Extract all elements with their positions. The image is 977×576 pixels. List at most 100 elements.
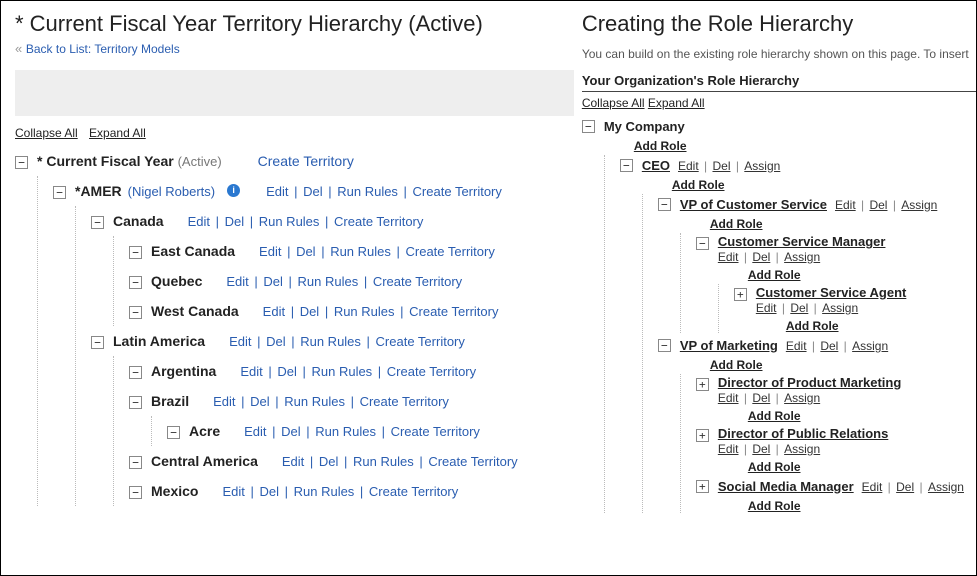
add-role-link[interactable]: Add Role <box>710 217 763 231</box>
create-territory-link[interactable]: Create Territory <box>391 424 480 439</box>
edit-link[interactable]: Edit <box>226 274 248 289</box>
edit-link[interactable]: Edit <box>835 198 856 212</box>
role-label[interactable]: VP of Customer Service <box>680 197 827 212</box>
add-role-link[interactable]: Add Role <box>748 499 801 513</box>
create-territory-link[interactable]: Create Territory <box>409 304 498 319</box>
role-label[interactable]: CEO <box>642 158 670 173</box>
create-territory-link[interactable]: Create Territory <box>376 334 465 349</box>
add-role-link[interactable]: Add Role <box>748 460 801 474</box>
add-role-link[interactable]: Add Role <box>748 268 801 282</box>
collapse-icon[interactable] <box>15 156 28 169</box>
collapse-icon[interactable] <box>91 336 104 349</box>
collapse-icon[interactable] <box>620 159 633 172</box>
role-label[interactable]: Director of Product Marketing <box>718 375 901 390</box>
edit-link[interactable]: Edit <box>222 484 244 499</box>
collapse-icon[interactable] <box>658 198 671 211</box>
del-link[interactable]: Del <box>263 274 283 289</box>
del-link[interactable]: Del <box>752 442 770 456</box>
create-territory-link[interactable]: Create Territory <box>373 274 462 289</box>
run-rules-link[interactable]: Run Rules <box>284 394 345 409</box>
add-role-link[interactable]: Add Role <box>710 358 763 372</box>
del-link[interactable]: Del <box>300 304 320 319</box>
edit-link[interactable]: Edit <box>718 250 739 264</box>
collapse-icon[interactable] <box>129 396 142 409</box>
expand-all-link[interactable]: Expand All <box>89 126 146 140</box>
role-label[interactable]: Customer Service Manager <box>718 234 886 249</box>
add-role-link[interactable]: Add Role <box>786 319 839 333</box>
edit-link[interactable]: Edit <box>718 391 739 405</box>
create-territory-link[interactable]: Create Territory <box>387 364 476 379</box>
collapse-icon[interactable] <box>658 339 671 352</box>
expand-icon[interactable] <box>734 288 747 301</box>
create-territory-link[interactable]: Create Territory <box>413 184 502 199</box>
del-link[interactable]: Del <box>250 394 270 409</box>
edit-link[interactable]: Edit <box>786 339 807 353</box>
edit-link[interactable]: Edit <box>188 214 210 229</box>
assign-link[interactable]: Assign <box>901 198 937 212</box>
del-link[interactable]: Del <box>259 484 279 499</box>
leaf-icon[interactable] <box>129 456 142 469</box>
role-label[interactable]: Director of Public Relations <box>718 426 888 441</box>
assign-link[interactable]: Assign <box>928 480 964 494</box>
edit-link[interactable]: Edit <box>213 394 235 409</box>
add-role-link[interactable]: Add Role <box>672 178 725 192</box>
assign-link[interactable]: Assign <box>784 442 820 456</box>
del-link[interactable]: Del <box>820 339 838 353</box>
del-link[interactable]: Del <box>712 159 730 173</box>
edit-link[interactable]: Edit <box>282 454 304 469</box>
edit-link[interactable]: Edit <box>756 301 777 315</box>
add-role-link[interactable]: Add Role <box>634 139 687 153</box>
leaf-icon[interactable] <box>129 366 142 379</box>
collapse-icon[interactable] <box>696 237 709 250</box>
collapse-icon[interactable] <box>91 216 104 229</box>
assign-link[interactable]: Assign <box>784 250 820 264</box>
run-rules-link[interactable]: Run Rules <box>330 244 391 259</box>
collapse-icon[interactable] <box>582 120 595 133</box>
run-rules-link[interactable]: Run Rules <box>315 424 376 439</box>
create-territory-link[interactable]: Create Territory <box>406 244 495 259</box>
assign-link[interactable]: Assign <box>852 339 888 353</box>
assign-link[interactable]: Assign <box>784 391 820 405</box>
del-link[interactable]: Del <box>869 198 887 212</box>
role-label[interactable]: Customer Service Agent <box>756 285 907 300</box>
del-link[interactable]: Del <box>266 334 286 349</box>
assign-link[interactable]: Assign <box>744 159 780 173</box>
expand-icon[interactable] <box>696 429 709 442</box>
del-link[interactable]: Del <box>296 244 316 259</box>
role-label[interactable]: Social Media Manager <box>718 479 854 494</box>
run-rules-link[interactable]: Run Rules <box>300 334 361 349</box>
leaf-icon[interactable] <box>129 246 142 259</box>
expand-icon[interactable] <box>696 378 709 391</box>
create-territory-link[interactable]: Create Territory <box>334 214 423 229</box>
edit-link[interactable]: Edit <box>259 244 281 259</box>
expand-all-link[interactable]: Expand All <box>648 96 705 110</box>
del-link[interactable]: Del <box>790 301 808 315</box>
expand-icon[interactable] <box>696 480 709 493</box>
leaf-icon[interactable] <box>129 276 142 289</box>
edit-link[interactable]: Edit <box>244 424 266 439</box>
back-link[interactable]: Back to List: Territory Models <box>26 42 180 56</box>
del-link[interactable]: Del <box>752 250 770 264</box>
edit-link[interactable]: Edit <box>240 364 262 379</box>
edit-link[interactable]: Edit <box>266 184 288 199</box>
edit-link[interactable]: Edit <box>678 159 699 173</box>
create-territory-link[interactable]: Create Territory <box>428 454 517 469</box>
edit-link[interactable]: Edit <box>862 480 883 494</box>
run-rules-link[interactable]: Run Rules <box>294 484 355 499</box>
del-link[interactable]: Del <box>281 424 301 439</box>
leaf-icon[interactable] <box>129 486 142 499</box>
del-link[interactable]: Del <box>303 184 323 199</box>
collapse-icon[interactable] <box>53 186 66 199</box>
run-rules-link[interactable]: Run Rules <box>259 214 320 229</box>
create-territory-link[interactable]: Create Territory <box>369 484 458 499</box>
run-rules-link[interactable]: Run Rules <box>298 274 359 289</box>
run-rules-link[interactable]: Run Rules <box>311 364 372 379</box>
run-rules-link[interactable]: Run Rules <box>353 454 414 469</box>
edit-link[interactable]: Edit <box>263 304 285 319</box>
collapse-all-link[interactable]: Collapse All <box>15 126 78 140</box>
edit-link[interactable]: Edit <box>229 334 251 349</box>
edit-link[interactable]: Edit <box>718 442 739 456</box>
add-role-link[interactable]: Add Role <box>748 409 801 423</box>
create-territory-link[interactable]: Create Territory <box>360 394 449 409</box>
leaf-icon[interactable] <box>129 306 142 319</box>
